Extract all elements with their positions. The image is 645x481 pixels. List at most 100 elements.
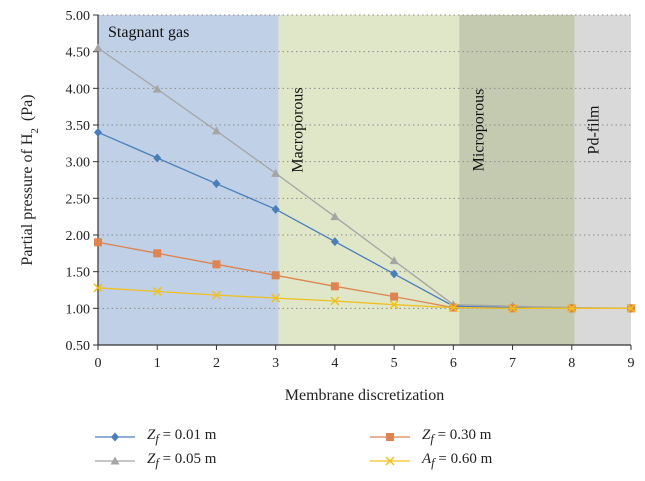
y-axis-title-subscript: 2 <box>29 128 41 134</box>
y-tick-label-9: 5.00 <box>66 9 91 24</box>
background-regions <box>98 15 631 345</box>
series-1-point-3 <box>271 168 281 177</box>
legend-label: Af = 0.60 m <box>422 451 492 471</box>
series-2-point-3 <box>271 271 280 280</box>
x-tick-labels: 0 1 2 3 4 5 6 7 8 9 <box>95 356 635 371</box>
legend-var: Z <box>422 427 431 443</box>
y-axis-title: Partial pressure of H2 (Pa) <box>19 94 41 265</box>
x-tick-label-4: 4 <box>331 356 338 371</box>
legend-var: Z <box>147 427 156 443</box>
series-3-point-0 <box>93 283 103 293</box>
legend-subscript: f <box>155 432 159 446</box>
series-3-line <box>97 287 631 309</box>
series-0-point-3 <box>271 204 280 214</box>
series-0-point-4 <box>330 237 339 247</box>
axes <box>97 15 631 346</box>
series-0-point-5 <box>390 269 399 279</box>
legend-subscript: f <box>430 432 434 446</box>
y-tick-label-3: 2.00 <box>66 229 91 244</box>
legend-value: = 0.60 m <box>434 451 493 467</box>
series-3-point-6 <box>448 303 458 313</box>
series-2-point-0 <box>94 238 102 247</box>
legend-swatch <box>95 432 135 442</box>
gridlines <box>93 14 632 350</box>
series-2-point-5 <box>390 292 399 301</box>
series-3-point-4 <box>330 296 340 306</box>
x-tick-label-7: 7 <box>509 356 516 371</box>
legend-value: = 0.05 m <box>158 451 217 467</box>
region-2-label: Microporous <box>470 89 487 172</box>
series-3-point-8 <box>567 303 577 313</box>
legend-subscript: f <box>155 456 159 470</box>
data-series <box>93 43 636 313</box>
legend-item: Af = 0.60 m <box>370 451 492 471</box>
legend-swatch-marker <box>111 432 119 442</box>
legend-value: = 0.30 m <box>433 427 492 443</box>
series-1-point-1 <box>152 84 162 93</box>
series-1-line <box>97 47 632 309</box>
region-0-label: Stagnant gas <box>108 24 189 41</box>
x-tick-label-2: 2 <box>213 356 220 371</box>
series-0-point-2 <box>212 179 221 189</box>
series-2-point-2 <box>212 260 221 269</box>
y-tick-labels: 0.50 1.00 1.50 2.00 2.50 3.00 3.50 4.00 4.50 5.00 <box>66 9 91 354</box>
legend-swatch-marker <box>110 456 120 465</box>
legend-label: Zf = 0.05 m <box>147 451 216 471</box>
series-1-point-0 <box>93 43 103 52</box>
legend-var: Z <box>147 451 156 467</box>
series-1-point-2 <box>211 126 221 135</box>
series-2-point-1 <box>153 249 162 258</box>
series-1-point-4 <box>330 212 340 221</box>
series-0-point-0 <box>94 127 102 137</box>
legend-swatch <box>370 456 410 466</box>
legend-swatch <box>95 456 135 465</box>
legend-label: Zf = 0.01 m <box>147 427 216 447</box>
series-3-point-1 <box>152 286 162 296</box>
region-3-band <box>574 15 631 345</box>
legend-item: Zf = 0.30 m <box>370 427 491 447</box>
x-tick-label-8: 8 <box>568 356 575 371</box>
region-1-label: Macroporous <box>290 87 307 172</box>
chart: Stagnant gas Macroporous Microporous Pd-fil… <box>19 9 636 404</box>
x-tick-label-3: 3 <box>272 356 279 371</box>
series-3-point-7 <box>508 303 518 313</box>
x-tick-label-5: 5 <box>391 356 398 371</box>
legend: Zf = 0.01 m Zf = 0.05 m Zf = 0.30 m Af = 0.… <box>95 427 635 481</box>
series-3-point-9 <box>626 303 636 313</box>
series-3-point-3 <box>271 293 281 303</box>
region-labels: Stagnant gas Macroporous Microporous Pd-fil… <box>108 24 603 173</box>
legend-swatch-marker <box>385 456 395 466</box>
y-tick-label-4: 2.50 <box>66 192 91 207</box>
y-tick-label-7: 4.00 <box>66 82 91 97</box>
x-tick-label-6: 6 <box>450 356 457 371</box>
y-axis-title-main: Partial pressure of H <box>19 133 36 265</box>
legend-var: A <box>422 451 432 467</box>
y-axis-title-unit: (Pa) <box>19 94 36 125</box>
series-1-point-5 <box>389 256 399 265</box>
region-1-band <box>278 15 460 345</box>
region-0-band <box>98 15 279 345</box>
y-tick-label-8: 4.50 <box>66 46 91 61</box>
legend-swatch-marker <box>386 433 394 441</box>
y-tick-label-0: 0.50 <box>66 339 91 354</box>
x-tick-label-9: 9 <box>628 356 635 371</box>
legend-item: Zf = 0.05 m <box>95 451 216 471</box>
y-tick-label-6: 3.50 <box>66 119 91 134</box>
region-3-label: Pd-film <box>586 105 603 154</box>
series-0-point-1 <box>153 153 162 163</box>
legend-subscript: f <box>431 456 435 470</box>
series-3-point-5 <box>389 300 399 310</box>
y-tick-label-1: 1.00 <box>66 302 91 317</box>
x-tick-label-1: 1 <box>154 356 161 371</box>
x-tick-label-0: 0 <box>95 356 102 371</box>
legend-label: Zf = 0.30 m <box>422 427 491 447</box>
legend-value: = 0.01 m <box>158 427 217 443</box>
series-3-point-2 <box>211 290 221 300</box>
series-2-point-4 <box>330 282 339 291</box>
legend-swatch <box>370 433 410 441</box>
y-tick-label-5: 3.00 <box>66 156 91 171</box>
x-axis-title: Membrane discretization <box>285 387 445 404</box>
legend-item: Zf = 0.01 m <box>95 427 216 447</box>
y-tick-label-2: 1.50 <box>66 266 91 281</box>
region-2-band <box>459 15 575 345</box>
